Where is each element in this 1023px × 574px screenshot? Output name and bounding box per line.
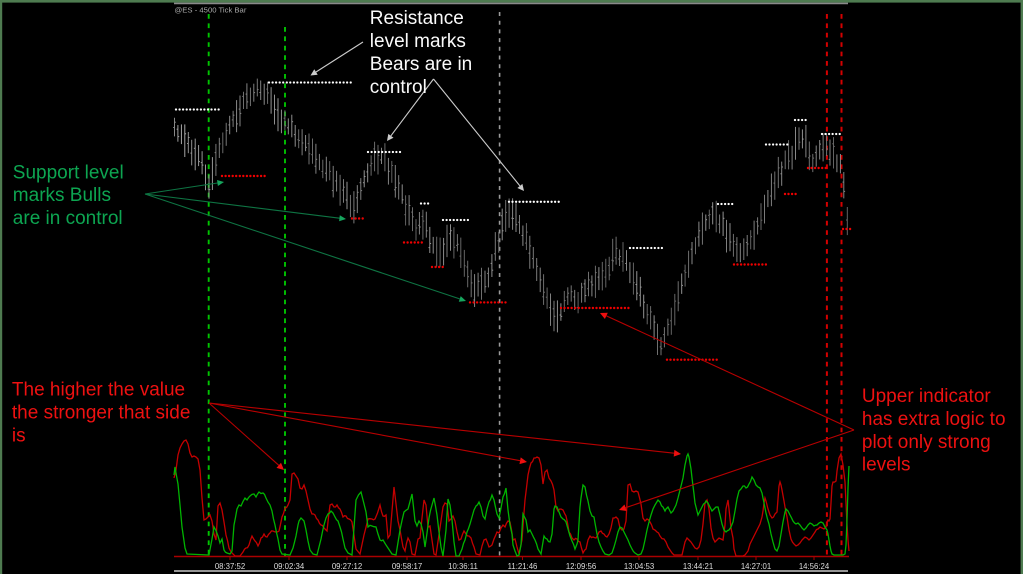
svg-text:14:56:24: 14:56:24 xyxy=(799,562,830,571)
svg-text:11:21:46: 11:21:46 xyxy=(508,562,538,571)
svg-text:Upper indicator: Upper indicator xyxy=(862,386,992,407)
svg-text:level marks: level marks xyxy=(370,31,466,52)
svg-text:control: control xyxy=(370,77,427,98)
svg-text:has extra logic to: has extra logic to xyxy=(862,409,1006,430)
svg-text:13:04:53: 13:04:53 xyxy=(624,562,654,571)
svg-text:marks Bulls: marks Bulls xyxy=(13,185,111,206)
svg-text:10:36:11: 10:36:11 xyxy=(448,562,478,571)
svg-text:the stronger that side: the stronger that side xyxy=(12,402,191,423)
svg-text:09:27:12: 09:27:12 xyxy=(332,562,362,571)
svg-text:Bears are in: Bears are in xyxy=(370,54,472,75)
svg-text:is: is xyxy=(12,425,26,446)
svg-text:08:37:52: 08:37:52 xyxy=(215,562,245,571)
svg-text:Support level: Support level xyxy=(13,162,124,183)
svg-text:12:09:56: 12:09:56 xyxy=(566,562,596,571)
svg-text:plot only strong: plot only strong xyxy=(862,432,991,453)
svg-text:The higher the value: The higher the value xyxy=(12,380,185,401)
svg-text:Resistance: Resistance xyxy=(370,8,464,29)
svg-text:14:27:01: 14:27:01 xyxy=(741,562,771,571)
svg-text:09:58:17: 09:58:17 xyxy=(392,562,422,571)
svg-text:levels: levels xyxy=(862,455,911,476)
svg-text:13:44:21: 13:44:21 xyxy=(683,562,713,571)
svg-text:@ES - 4500 Tick Bar: @ES - 4500 Tick Bar xyxy=(175,6,247,15)
svg-text:are in control: are in control xyxy=(13,208,123,229)
svg-text:09:02:34: 09:02:34 xyxy=(274,562,305,571)
